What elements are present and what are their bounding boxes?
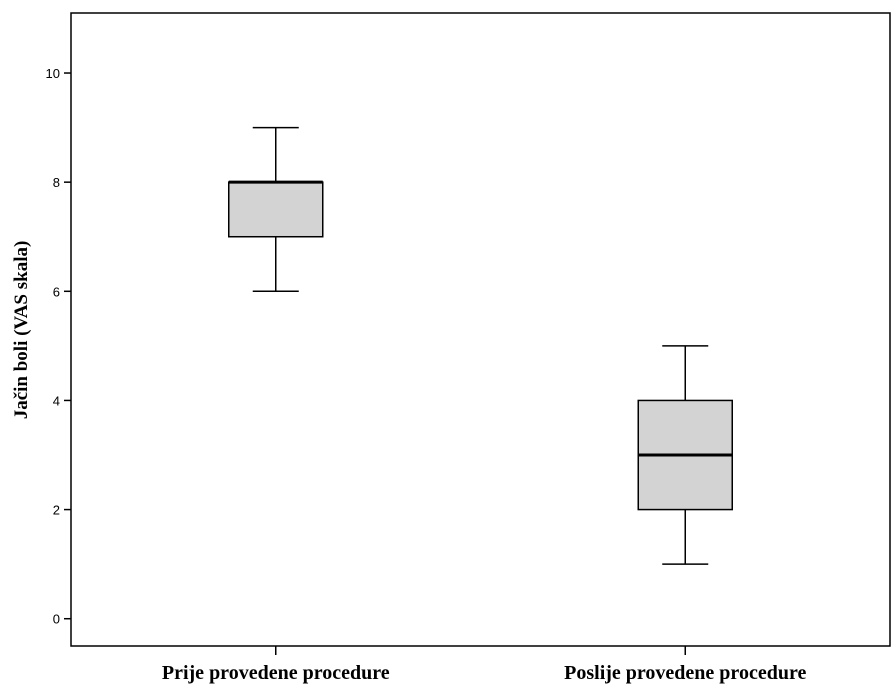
y-tick-label-2: 2 bbox=[53, 503, 60, 518]
x-category-label-1: Poslije provedene procedure bbox=[564, 662, 806, 684]
box-0 bbox=[228, 126, 324, 293]
plot-frame bbox=[70, 12, 891, 647]
y-axis: 0 2 4 6 8 10 bbox=[46, 66, 71, 627]
y-tick-label-0: 0 bbox=[53, 612, 60, 627]
x-axis: Prije provedene procedure Poslije provede… bbox=[162, 646, 806, 684]
x-category-label-0: Prije provedene procedure bbox=[162, 662, 390, 684]
y-axis-title: Jačin boli (VAS skala) bbox=[11, 241, 32, 420]
boxes bbox=[228, 126, 733, 565]
y-tick-label-4: 4 bbox=[53, 393, 60, 408]
box-rect-0 bbox=[228, 181, 324, 238]
box-1 bbox=[637, 345, 733, 565]
y-tick-label-8: 8 bbox=[53, 175, 60, 190]
y-tick-label-10: 10 bbox=[46, 66, 60, 81]
y-tick-label-6: 6 bbox=[53, 284, 60, 299]
